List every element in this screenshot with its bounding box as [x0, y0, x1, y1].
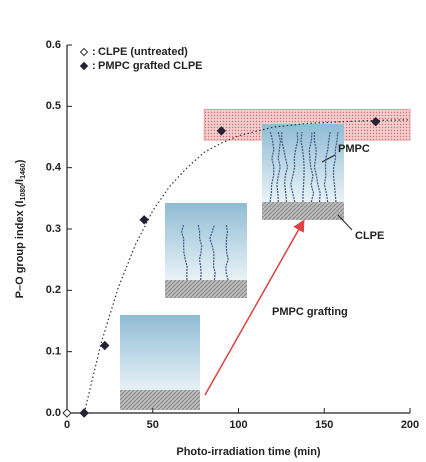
inset-substrate	[165, 280, 247, 298]
polymer-brush	[225, 224, 229, 281]
y-label-subscript: 1460	[20, 163, 27, 179]
legend-marker	[79, 61, 89, 71]
x-tick-label: 50	[147, 419, 159, 431]
y-tick-label: 0.4	[46, 162, 62, 174]
arrow	[204, 219, 305, 396]
y-tick-label: 0.6	[46, 39, 61, 51]
polymer-brush	[300, 131, 305, 202]
y-tick-label: 0.0	[46, 407, 61, 419]
data-point	[100, 340, 110, 351]
legend-separator: :	[92, 60, 96, 72]
fit-curve	[83, 119, 411, 414]
y-label-part: /I	[14, 179, 26, 185]
x-axis-label: Photo-irradiation time (min)	[176, 446, 321, 458]
data-point	[139, 215, 149, 225]
x-tick-label: 200	[401, 419, 419, 431]
x-tick-label: 150	[315, 419, 333, 431]
y-tick-label: 0.3	[46, 223, 61, 235]
y-tick-label: 0.2	[46, 284, 61, 296]
data-point	[370, 116, 381, 127]
data-point	[79, 408, 89, 418]
x-tick-label: 100	[229, 419, 247, 431]
data-point	[216, 126, 227, 136]
y-label-part: P–O group index (I	[14, 201, 26, 299]
inset-illustrations	[120, 124, 353, 410]
y-tick-label: 0.1	[46, 346, 61, 358]
x-tick-label: 0	[64, 419, 70, 431]
data-point	[62, 408, 72, 418]
polymer-brush	[197, 224, 203, 281]
polymer-brush	[209, 224, 216, 281]
inset-substrate	[262, 202, 344, 220]
polymer-brush	[332, 131, 339, 203]
inset-substrate	[120, 390, 200, 410]
legend-separator: :	[92, 46, 96, 58]
y-axis-label: P–O group index (I1080/I1460)	[14, 159, 27, 298]
annotation: CLPE	[355, 230, 384, 242]
pointer	[321, 154, 336, 163]
annotation: PMPC grafting	[272, 306, 348, 318]
y-tick-label: 0.5	[46, 100, 61, 112]
legend-label: CLPE (untreated)	[98, 46, 188, 58]
pointer	[337, 214, 353, 231]
annotation: PMPC	[338, 143, 370, 155]
polymer-brush	[323, 131, 331, 203]
y-label-subscript: 1080	[20, 185, 27, 201]
y-label-part: )	[14, 159, 26, 163]
polymer-brush	[308, 131, 315, 203]
polymer-brush	[180, 224, 188, 281]
legend-marker	[79, 47, 89, 57]
legend-label: PMPC grafted CLPE	[98, 60, 203, 72]
